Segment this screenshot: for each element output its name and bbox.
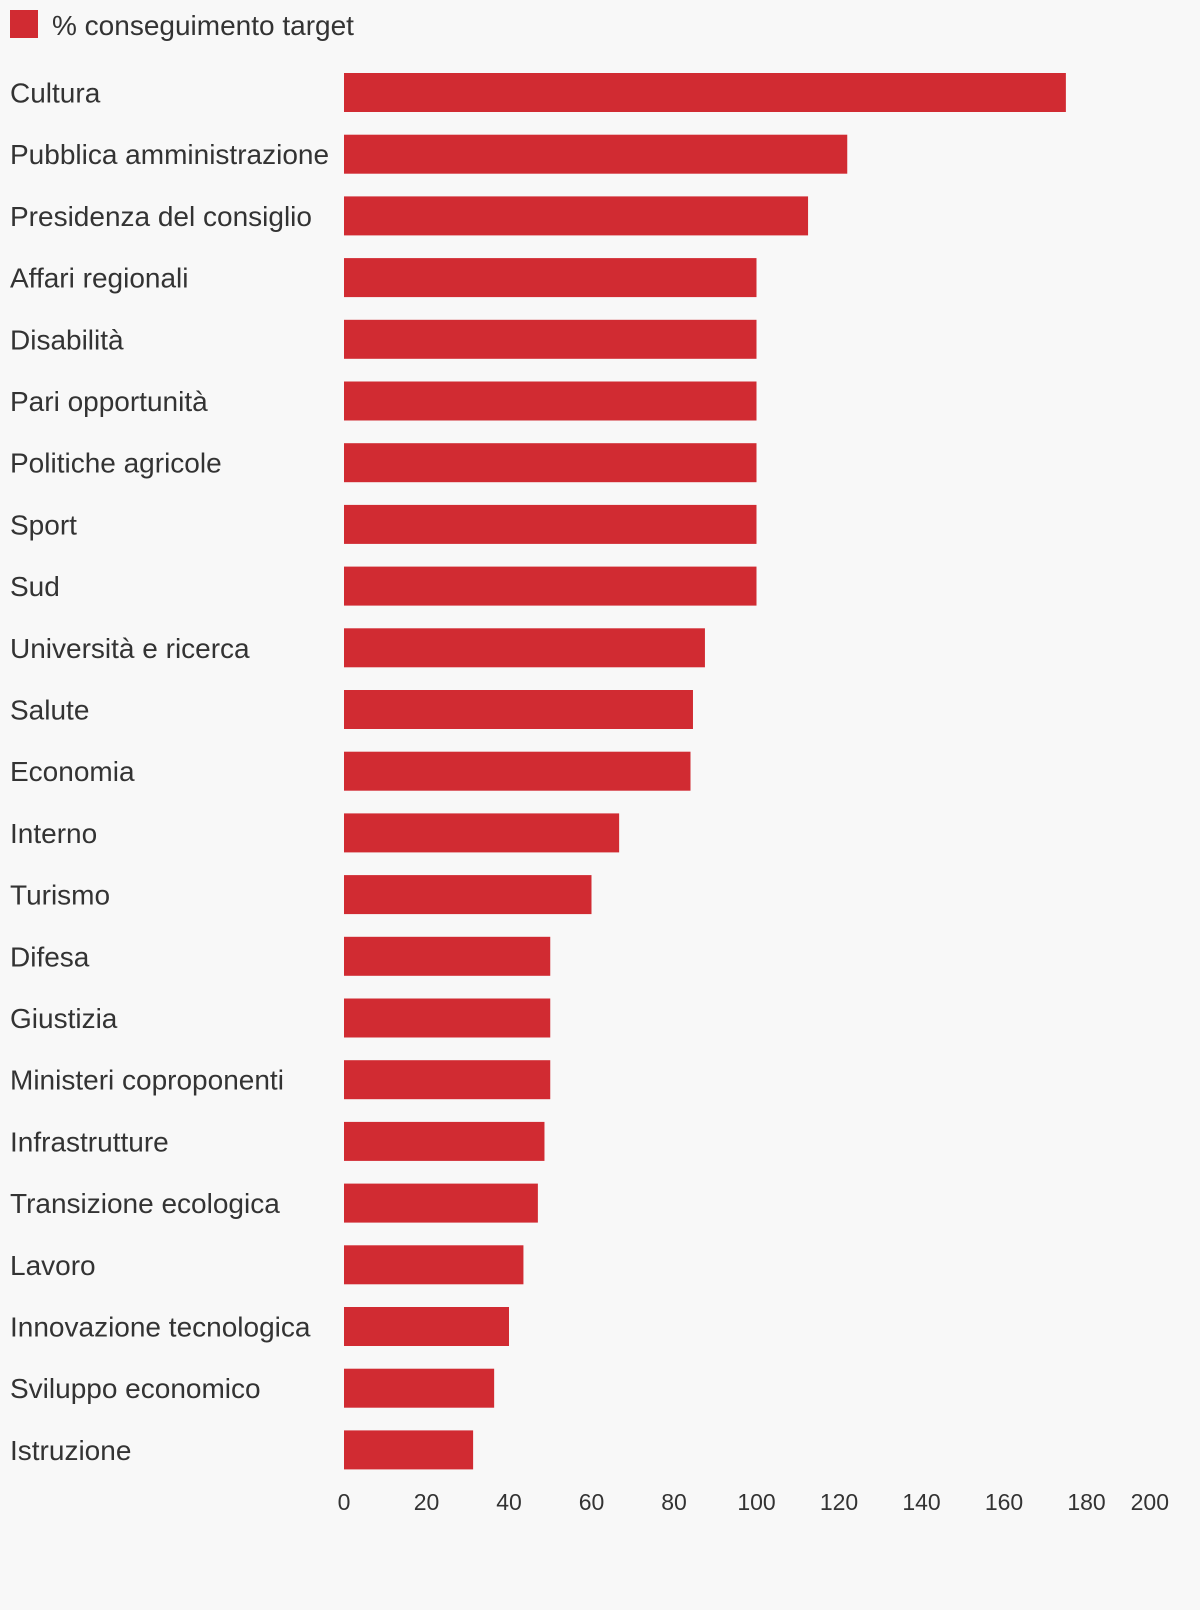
bar	[344, 196, 808, 235]
bar	[344, 875, 592, 914]
category-label: Ministeri coproponenti	[10, 1065, 284, 1096]
category-label: Politiche agricole	[10, 448, 222, 479]
bar	[344, 382, 757, 421]
x-tick-label: 140	[902, 1489, 940, 1515]
category-label: Istruzione	[10, 1435, 131, 1466]
legend: % conseguimento target	[10, 10, 354, 41]
x-tick-label: 60	[579, 1489, 605, 1515]
bar	[344, 999, 550, 1038]
category-label: Pari opportunità	[10, 386, 208, 417]
category-label: Affari regionali	[10, 263, 188, 294]
bar	[344, 752, 691, 791]
category-label: Sud	[10, 571, 60, 602]
bar	[344, 1369, 494, 1408]
bar	[344, 135, 847, 174]
x-tick-label: 0	[338, 1489, 351, 1515]
bar	[344, 1245, 523, 1284]
bar	[344, 1122, 544, 1161]
bar	[344, 505, 757, 544]
legend-swatch	[10, 10, 38, 38]
category-label: Lavoro	[10, 1250, 96, 1281]
category-label: Turismo	[10, 880, 110, 911]
bar	[344, 1307, 509, 1346]
x-tick-label: 180	[1067, 1489, 1105, 1515]
category-label: Interno	[10, 818, 97, 849]
bar	[344, 443, 757, 482]
category-label: Sport	[10, 509, 77, 540]
bar	[344, 73, 1066, 112]
bar	[344, 813, 619, 852]
bar-chart: % conseguimento target Cultura Pubblica a…	[0, 0, 1200, 1610]
legend-label: % conseguimento target	[52, 10, 354, 41]
x-tick-label: 20	[414, 1489, 440, 1515]
category-label: Disabilità	[10, 324, 124, 355]
bar	[344, 1060, 550, 1099]
x-tick-label: 120	[820, 1489, 858, 1515]
category-labels: Cultura Pubblica amministrazione Presidenz…	[10, 78, 329, 1466]
category-label: Infrastrutture	[10, 1126, 169, 1157]
x-tick-label: 200	[1131, 1489, 1169, 1515]
bar	[344, 628, 705, 667]
category-label: Difesa	[10, 941, 90, 972]
x-tick-label: 40	[496, 1489, 522, 1515]
bar	[344, 937, 550, 976]
bar	[344, 258, 757, 297]
bar	[344, 1430, 473, 1469]
category-label: Economia	[10, 756, 135, 787]
category-label: Cultura	[10, 78, 101, 109]
bar	[344, 567, 757, 606]
category-label: Sviluppo economico	[10, 1373, 261, 1404]
x-axis: 0 20 40 60 80 100 120 140 160 180 200	[338, 1489, 1169, 1515]
category-label: Pubblica amministrazione	[10, 139, 329, 170]
category-label: Università e ricerca	[10, 633, 250, 664]
bar	[344, 320, 757, 359]
category-label: Presidenza del consiglio	[10, 201, 312, 232]
x-tick-label: 100	[737, 1489, 775, 1515]
category-label: Innovazione tecnologica	[10, 1312, 311, 1343]
bar	[344, 690, 693, 729]
x-tick-label: 160	[985, 1489, 1023, 1515]
category-label: Salute	[10, 695, 89, 726]
category-label: Transizione ecologica	[10, 1188, 280, 1219]
bars	[344, 73, 1066, 1469]
x-tick-label: 80	[661, 1489, 687, 1515]
category-label: Giustizia	[10, 1003, 118, 1034]
bar	[344, 1184, 538, 1223]
